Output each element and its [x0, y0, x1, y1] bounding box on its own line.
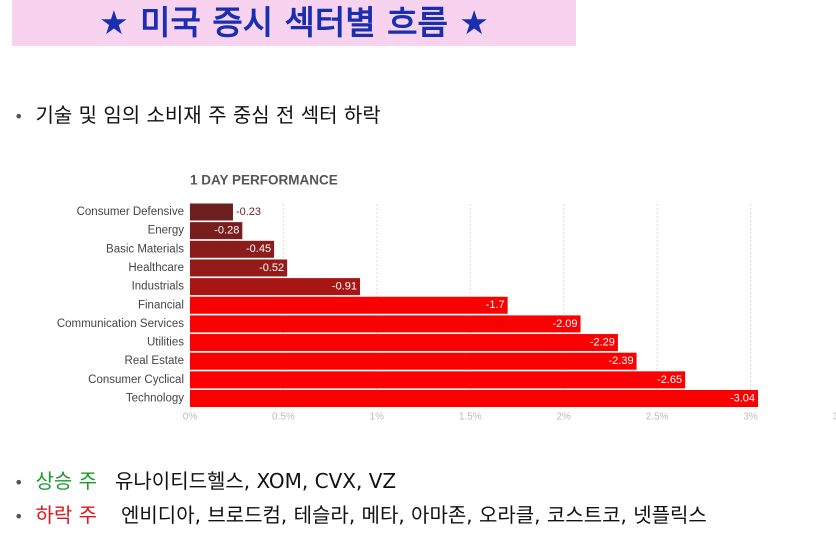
falling-bullet: • 하락 주 엔비디아, 브로드컴, 테슬라, 메타, 아마존, 오라클, 코스트코…: [14, 503, 707, 527]
bar: [190, 203, 233, 221]
bar: [190, 352, 637, 370]
y-tick-label: Communication Services: [57, 318, 184, 330]
value-label: -3.04: [730, 392, 755, 404]
y-tick-label: Industrials: [132, 281, 185, 293]
chart-title: 1 DAY PERFORMANCE: [190, 173, 338, 188]
bar: [190, 278, 361, 296]
y-tick-label: Healthcare: [128, 262, 184, 274]
value-label: -2.29: [590, 336, 615, 348]
bar: [190, 296, 508, 314]
value-label: -2.09: [552, 318, 577, 330]
summary-bullet: • 기술 및 임의 소비재 주 중심 전 섹터 하락: [14, 103, 381, 127]
x-tick-label: 0.5%: [272, 412, 295, 423]
x-tick-label: 0%: [183, 412, 198, 423]
value-label: -0.52: [259, 262, 284, 274]
y-tick-label: Energy: [148, 225, 185, 237]
value-label: -2.39: [609, 355, 634, 367]
value-label: -0.91: [332, 281, 357, 293]
rising-bullet: • 상승 주 유나이티드헬스, XOM, CVX, VZ: [14, 469, 397, 493]
falling-label: 하락 주: [35, 503, 97, 527]
y-tick-label: Consumer Defensive: [77, 206, 184, 218]
value-label: -0.23: [236, 206, 261, 218]
y-tick-label: Financial: [138, 299, 184, 311]
y-tick-label: Utilities: [147, 337, 184, 349]
bar: [190, 371, 686, 389]
falling-text: 엔비디아, 브로드컴, 테슬라, 메타, 아마존, 오라클, 코스트코, 넷플릭…: [121, 503, 707, 527]
x-tick-label: 2.5%: [646, 412, 669, 423]
x-tick-label: 1.5%: [459, 412, 482, 423]
value-label: -1.7: [486, 299, 505, 311]
x-tick-label: 2%: [556, 412, 571, 423]
bar: [190, 390, 759, 407]
x-tick-label: 3%: [743, 412, 758, 423]
value-label: -0.45: [246, 243, 271, 255]
y-tick-label: Real Estate: [125, 355, 184, 367]
bar: [190, 222, 243, 240]
x-tick-label: 3.5%: [833, 412, 836, 423]
chart: 1 DAY PERFORMANCE 0% 0.5% 1% 1.5% 2% 2.5% 3% 3.…: [57, 173, 836, 423]
rising-text: 유나이티드헬스, XOM, CVX, VZ: [115, 469, 397, 493]
y-tick-label: Basic Materials: [106, 243, 184, 255]
summary: 기술 및 임의 소비재 주 중심 전 섹터 하락: [35, 103, 381, 127]
bar: [190, 240, 275, 258]
x-tick-label: 1%: [370, 412, 385, 423]
y-tick-label: Consumer Cyclical: [88, 374, 184, 386]
bar: [190, 334, 618, 352]
value-label: -0.28: [214, 225, 239, 237]
y-tick-label: Technology: [126, 393, 184, 405]
bar: [190, 259, 288, 277]
bar: [190, 315, 581, 333]
rising-label: 상승 주: [35, 469, 97, 493]
value-label: -2.65: [657, 374, 682, 386]
page-title: ★ 미국 증시 섹터별 흐름 ★: [12, 0, 576, 46]
